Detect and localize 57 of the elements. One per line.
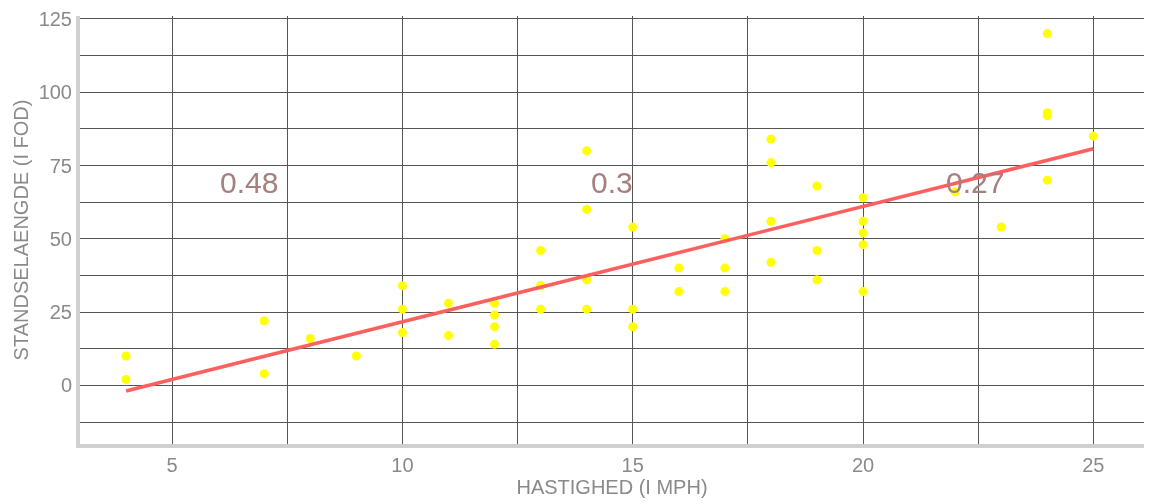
point — [397, 281, 407, 291]
point — [858, 216, 868, 226]
point — [812, 181, 822, 191]
point — [858, 287, 868, 297]
point — [490, 322, 500, 332]
point — [305, 333, 315, 343]
point — [766, 216, 776, 226]
point — [812, 275, 822, 285]
x-tick-label: 10 — [391, 454, 414, 476]
point — [996, 222, 1006, 232]
point — [766, 257, 776, 267]
point — [766, 158, 776, 168]
point — [858, 240, 868, 250]
y-tick-label: 25 — [49, 301, 72, 324]
x-tick-label: 15 — [621, 454, 644, 476]
y-tick-label: 100 — [38, 81, 72, 104]
point — [858, 193, 868, 203]
point — [1088, 131, 1098, 141]
annotation: 0.48 — [220, 166, 279, 199]
x-tick-label: 25 — [1082, 454, 1105, 476]
point — [1042, 29, 1052, 39]
point — [443, 331, 453, 341]
point — [628, 222, 638, 232]
x-tick-label: 5 — [166, 454, 178, 476]
annotation: 0.3 — [591, 166, 633, 199]
point — [812, 246, 822, 256]
x-axis-title: HASTIGHED (I MPH) — [516, 476, 708, 498]
point — [720, 287, 730, 297]
point — [490, 310, 500, 320]
point — [674, 287, 684, 297]
point — [720, 263, 730, 273]
point — [582, 146, 592, 156]
point — [351, 351, 361, 361]
point — [536, 304, 546, 314]
x-tick-label: 20 — [851, 454, 875, 476]
point — [582, 204, 592, 214]
point — [628, 322, 638, 332]
point — [397, 328, 407, 338]
point — [259, 316, 269, 326]
point — [536, 246, 546, 256]
point — [121, 351, 131, 361]
point — [582, 304, 592, 314]
point — [858, 228, 868, 238]
y-tick-label: 0 — [60, 374, 72, 397]
y-axis-title: STANDSELAENGDE (I FOD) — [9, 99, 32, 361]
point — [766, 134, 776, 144]
point — [628, 304, 638, 314]
point — [674, 263, 684, 273]
point — [1042, 175, 1052, 185]
point — [490, 339, 500, 349]
point — [121, 375, 131, 385]
y-tick-label: 50 — [49, 227, 72, 250]
y-tick-label: 75 — [49, 154, 72, 177]
point — [443, 298, 453, 308]
point — [259, 369, 269, 379]
point — [397, 304, 407, 314]
y-tick-label: 125 — [38, 7, 72, 30]
